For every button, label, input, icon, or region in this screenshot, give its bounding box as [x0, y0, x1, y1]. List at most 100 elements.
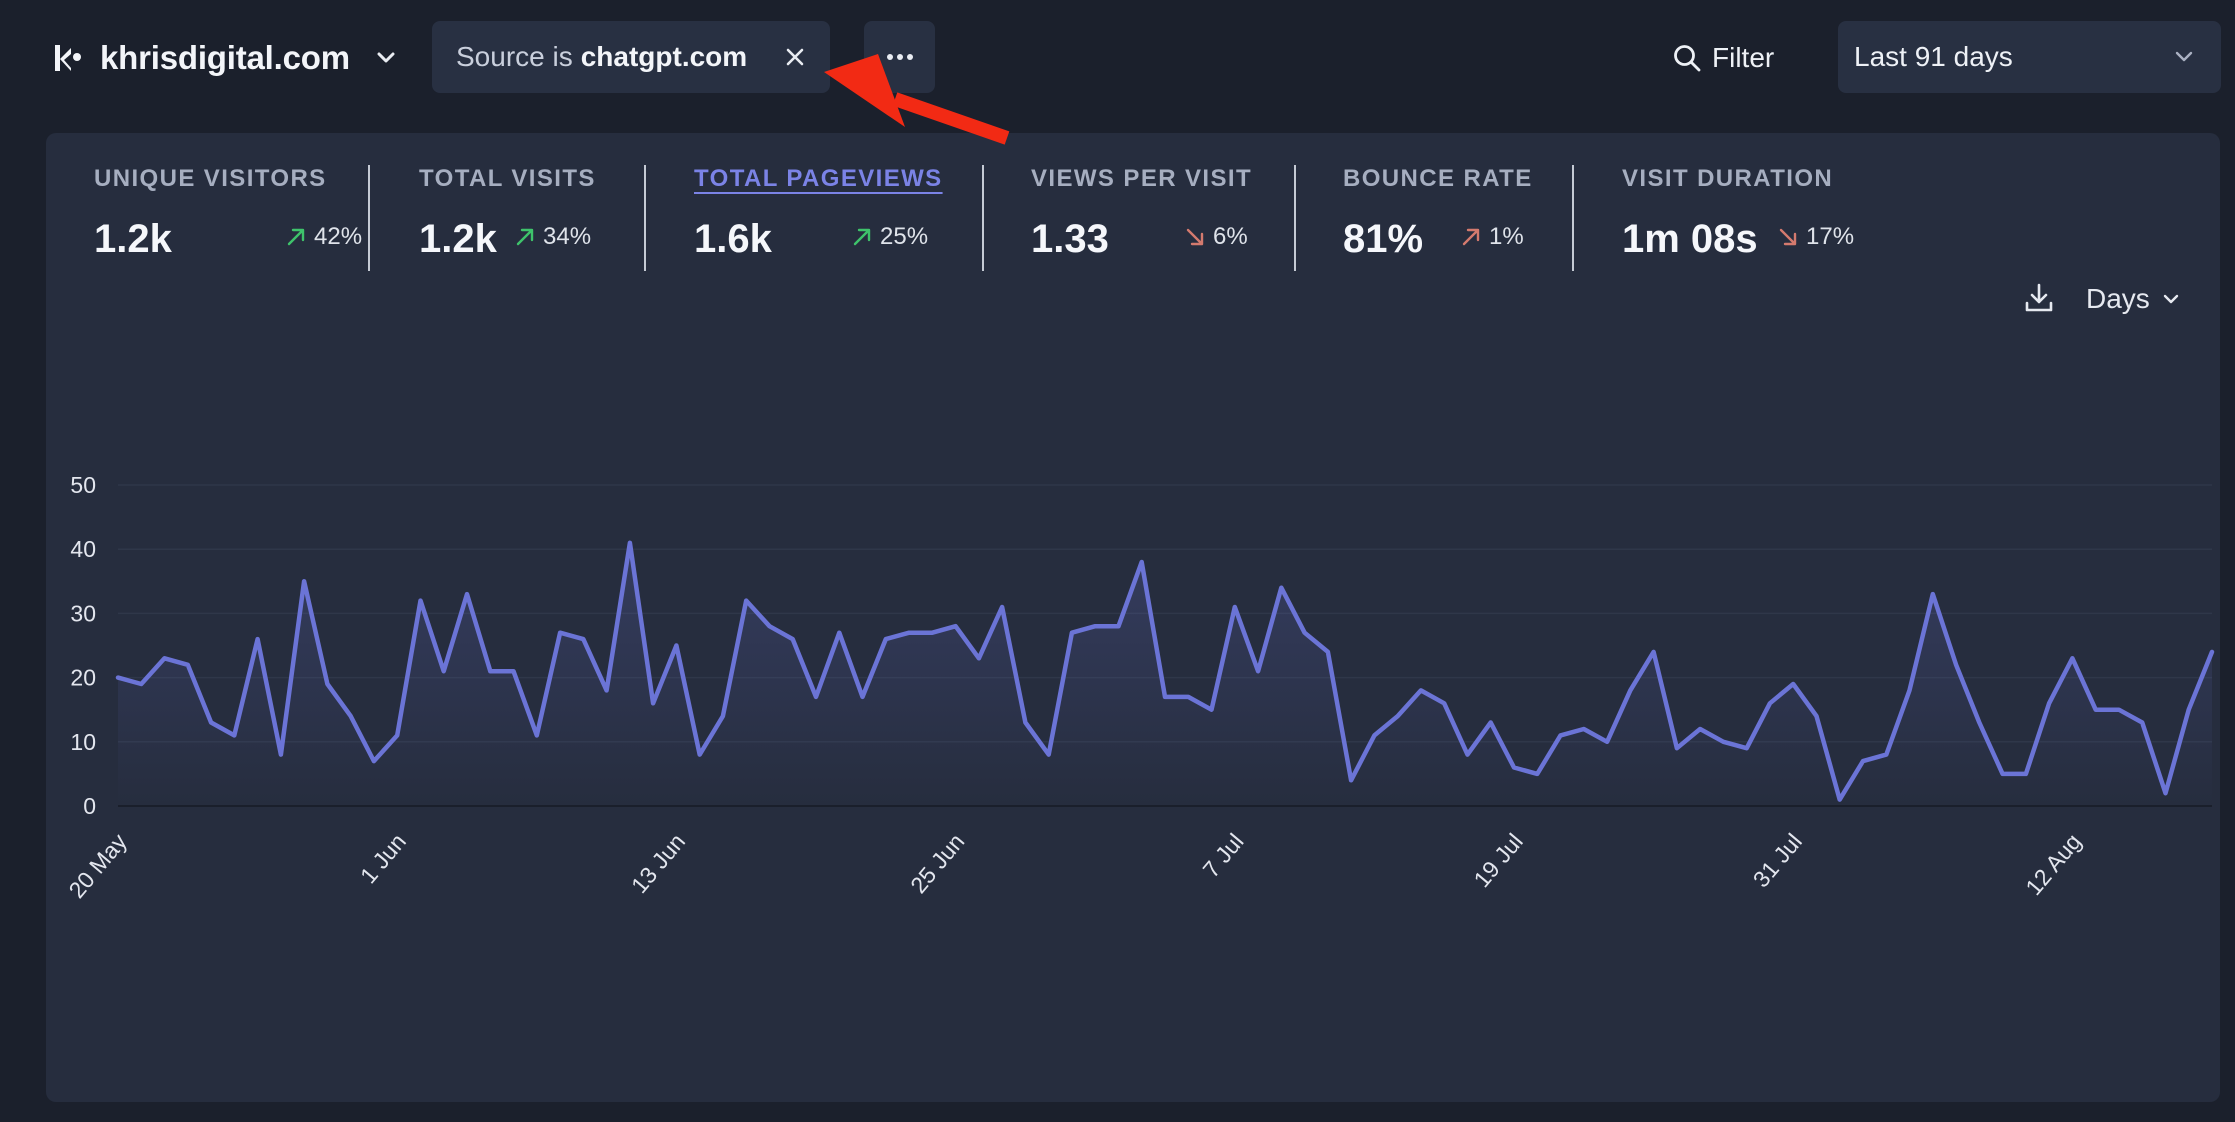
data-point[interactable]: [532, 730, 542, 740]
data-point[interactable]: [1160, 692, 1170, 702]
data-point[interactable]: [951, 621, 961, 631]
data-point[interactable]: [253, 634, 263, 644]
data-point[interactable]: [811, 692, 821, 702]
data-point[interactable]: [346, 711, 356, 721]
data-point[interactable]: [1858, 756, 1868, 766]
data-point[interactable]: [2137, 718, 2147, 728]
data-point[interactable]: [113, 673, 123, 683]
stat-views-per-visit[interactable]: Views per visit 1.33 6%: [1031, 165, 1252, 261]
data-point[interactable]: [136, 679, 146, 689]
data-point[interactable]: [741, 596, 751, 606]
data-point[interactable]: [1486, 718, 1496, 728]
data-point[interactable]: [509, 666, 519, 676]
data-point[interactable]: [1276, 583, 1286, 593]
data-point[interactable]: [997, 602, 1007, 612]
data-point[interactable]: [555, 628, 565, 638]
data-point[interactable]: [1044, 750, 1054, 760]
data-point[interactable]: [1439, 698, 1449, 708]
data-point[interactable]: [1602, 737, 1612, 747]
data-point[interactable]: [2091, 705, 2101, 715]
data-point[interactable]: [625, 538, 635, 548]
data-point[interactable]: [1509, 762, 1519, 772]
stat-visit-duration[interactable]: Visit duration 1m 08s 17%: [1622, 165, 1854, 261]
data-point[interactable]: [276, 750, 286, 760]
data-point[interactable]: [1369, 730, 1379, 740]
data-point[interactable]: [1090, 621, 1100, 631]
data-point[interactable]: [2207, 647, 2217, 657]
data-point[interactable]: [1323, 647, 1333, 657]
active-filter-pill[interactable]: Source is chatgpt.com: [432, 21, 830, 93]
filter-button[interactable]: Filter: [1672, 36, 1774, 80]
data-point[interactable]: [1579, 724, 1589, 734]
data-point[interactable]: [974, 653, 984, 663]
data-point[interactable]: [1765, 698, 1775, 708]
data-point[interactable]: [2184, 705, 2194, 715]
data-point[interactable]: [578, 634, 588, 644]
data-point[interactable]: [1113, 621, 1123, 631]
data-point[interactable]: [183, 660, 193, 670]
data-point[interactable]: [1207, 705, 1217, 715]
data-point[interactable]: [788, 634, 798, 644]
data-point[interactable]: [1718, 737, 1728, 747]
period-selector[interactable]: Last 91 days: [1838, 21, 2221, 93]
data-point[interactable]: [1067, 628, 1077, 638]
data-point[interactable]: [1998, 769, 2008, 779]
data-point[interactable]: [858, 692, 868, 702]
data-point[interactable]: [2114, 705, 2124, 715]
data-point[interactable]: [2067, 653, 2077, 663]
data-point[interactable]: [602, 685, 612, 695]
data-point[interactable]: [485, 666, 495, 676]
data-point[interactable]: [1928, 589, 1938, 599]
data-point[interactable]: [671, 641, 681, 651]
data-point[interactable]: [764, 621, 774, 631]
data-point[interactable]: [2021, 769, 2031, 779]
data-point[interactable]: [834, 628, 844, 638]
data-point[interactable]: [160, 653, 170, 663]
site-switcher[interactable]: khrisdigital.com: [52, 30, 400, 86]
chart-series-line[interactable]: [115, 540, 2215, 802]
data-point[interactable]: [229, 730, 239, 740]
data-point[interactable]: [1649, 647, 1659, 657]
data-point[interactable]: [1811, 711, 1821, 721]
data-point[interactable]: [392, 730, 402, 740]
data-point[interactable]: [439, 666, 449, 676]
data-point[interactable]: [1835, 795, 1845, 805]
data-point[interactable]: [927, 628, 937, 638]
data-point[interactable]: [1393, 711, 1403, 721]
data-point[interactable]: [1788, 679, 1798, 689]
stat-unique-visitors[interactable]: Unique visitors 1.2k 42%: [94, 165, 362, 261]
data-point[interactable]: [1905, 685, 1915, 695]
data-point[interactable]: [1230, 602, 1240, 612]
data-point[interactable]: [369, 756, 379, 766]
stat-total-visits[interactable]: Total visits 1.2k 34%: [419, 165, 596, 261]
data-point[interactable]: [1137, 557, 1147, 567]
data-point[interactable]: [1974, 718, 1984, 728]
data-point[interactable]: [1881, 750, 1891, 760]
data-point[interactable]: [695, 750, 705, 760]
data-point[interactable]: [1183, 692, 1193, 702]
data-point[interactable]: [904, 628, 914, 638]
data-point[interactable]: [322, 679, 332, 689]
data-point[interactable]: [1695, 724, 1705, 734]
data-point[interactable]: [1462, 750, 1472, 760]
data-point[interactable]: [718, 711, 728, 721]
close-icon[interactable]: [784, 46, 806, 68]
data-point[interactable]: [1300, 628, 1310, 638]
data-point[interactable]: [1742, 743, 1752, 753]
data-point[interactable]: [2044, 698, 2054, 708]
interval-selector[interactable]: Days: [2086, 279, 2182, 319]
data-point[interactable]: [1416, 685, 1426, 695]
data-point[interactable]: [1951, 660, 1961, 670]
stat-total-pageviews[interactable]: Total pageviews 1.6k 25%: [694, 165, 943, 261]
more-options-button[interactable]: [864, 21, 935, 93]
data-point[interactable]: [462, 589, 472, 599]
data-point[interactable]: [1625, 685, 1635, 695]
data-point[interactable]: [206, 718, 216, 728]
data-point[interactable]: [648, 698, 658, 708]
data-point[interactable]: [1346, 775, 1356, 785]
download-icon[interactable]: [2022, 281, 2056, 315]
data-point[interactable]: [1253, 666, 1263, 676]
data-point[interactable]: [1020, 718, 1030, 728]
data-point[interactable]: [2160, 788, 2170, 798]
data-point[interactable]: [881, 634, 891, 644]
